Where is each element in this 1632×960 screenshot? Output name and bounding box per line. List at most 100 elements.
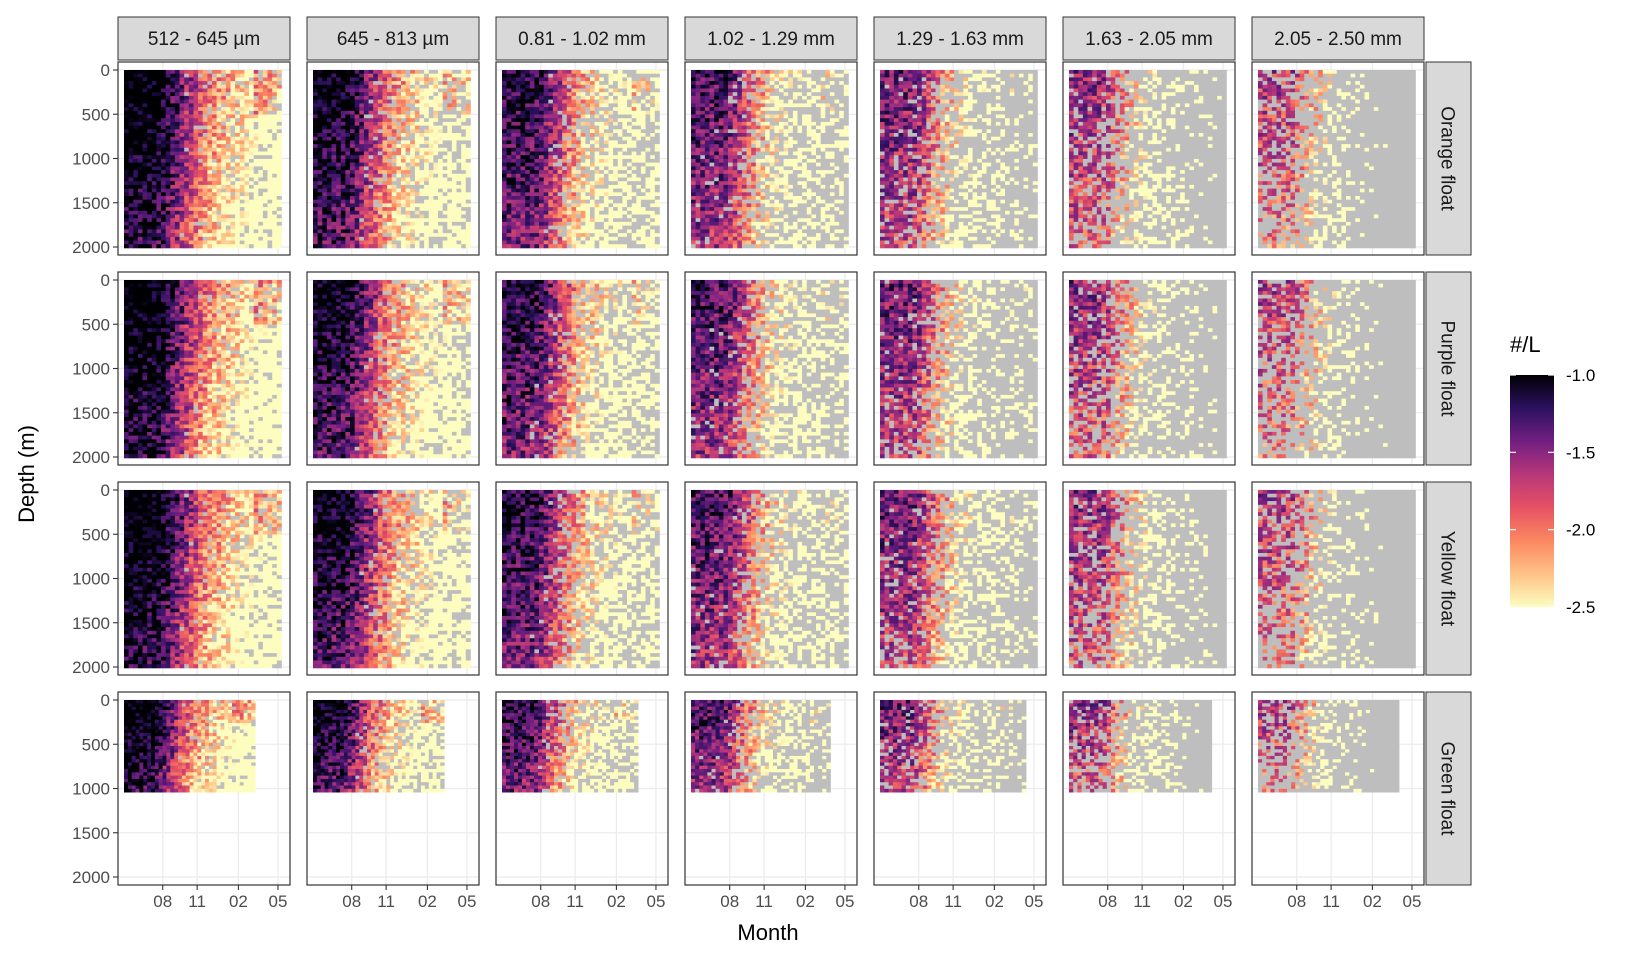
heat-cell xyxy=(457,192,462,196)
heat-cell xyxy=(364,89,369,93)
heat-cell xyxy=(359,196,364,200)
heat-cell xyxy=(277,241,282,245)
heat-cell xyxy=(189,166,194,170)
heat-cell xyxy=(226,107,231,111)
heat-cell xyxy=(129,244,134,248)
heat-cell xyxy=(558,218,563,222)
heat-cell xyxy=(226,70,231,74)
heat-cell xyxy=(355,170,360,174)
heat-cell xyxy=(217,137,222,141)
heat-cell xyxy=(359,244,364,248)
heat-cell xyxy=(268,207,273,211)
heat-cell xyxy=(516,144,521,148)
heat-cell xyxy=(175,92,180,96)
heat-cell xyxy=(410,222,415,226)
heat-cell xyxy=(226,203,231,207)
heat-cell xyxy=(443,159,448,163)
heat-cell xyxy=(562,211,567,215)
heat-cell xyxy=(226,92,231,96)
heat-cell xyxy=(313,70,318,74)
heat-cell xyxy=(461,77,466,81)
heat-cell xyxy=(452,189,457,193)
heat-cell xyxy=(511,107,516,111)
heat-cell xyxy=(189,100,194,104)
heat-cell xyxy=(424,170,429,174)
heat-cell xyxy=(576,126,581,130)
heat-cell xyxy=(184,129,189,133)
heat-cell xyxy=(585,118,590,122)
heat-cell xyxy=(268,140,273,144)
heat-cell xyxy=(133,129,138,133)
heat-cell xyxy=(240,218,245,222)
heat-cell xyxy=(378,218,383,222)
heat-cell xyxy=(170,133,175,137)
heat-cell xyxy=(461,140,466,144)
heat-cell xyxy=(438,118,443,122)
heat-cell xyxy=(590,181,595,185)
heat-cell xyxy=(502,126,507,130)
heat-cell xyxy=(318,152,323,156)
heat-cell xyxy=(194,200,199,204)
heat-cell xyxy=(318,92,323,96)
heat-cell xyxy=(396,107,401,111)
heat-cell xyxy=(180,133,185,137)
heat-cell xyxy=(277,229,282,233)
heat-cell xyxy=(336,118,341,122)
heat-cell xyxy=(415,226,420,230)
heat-cell xyxy=(364,70,369,74)
heat-cell xyxy=(443,233,448,237)
heat-cell xyxy=(217,111,222,115)
heat-cell xyxy=(170,148,175,152)
heat-cell xyxy=(452,70,457,74)
heat-cell xyxy=(572,144,577,148)
heat-cell xyxy=(424,196,429,200)
heat-cell xyxy=(217,215,222,219)
heat-cell xyxy=(318,163,323,167)
heat-cell xyxy=(161,107,166,111)
heat-cell xyxy=(410,70,415,74)
heat-cell xyxy=(350,77,355,81)
heat-cell xyxy=(447,137,452,141)
heat-cell xyxy=(410,181,415,185)
heat-cell xyxy=(392,133,397,137)
heat-cell xyxy=(143,155,148,159)
heat-cell xyxy=(558,226,563,230)
heat-cell xyxy=(184,203,189,207)
heat-cell xyxy=(254,122,259,126)
heat-cell xyxy=(502,203,507,207)
heat-cell xyxy=(466,189,471,193)
heat-cell xyxy=(424,200,429,204)
heat-cell xyxy=(268,122,273,126)
heat-cell xyxy=(521,166,526,170)
heat-cell xyxy=(364,152,369,156)
heat-cell xyxy=(387,229,392,233)
heat-cell xyxy=(203,155,208,159)
heat-cell xyxy=(194,178,199,182)
heat-cell xyxy=(369,77,374,81)
heat-cell xyxy=(189,155,194,159)
heat-cell xyxy=(530,148,535,152)
heat-cell xyxy=(604,77,609,81)
heat-cell xyxy=(511,70,516,74)
heat-cell xyxy=(443,166,448,170)
heat-cell xyxy=(244,189,249,193)
heat-cell xyxy=(572,70,577,74)
heat-cell xyxy=(544,192,549,196)
heat-cell xyxy=(129,85,134,89)
heat-cell xyxy=(378,207,383,211)
heat-cell xyxy=(378,144,383,148)
heat-cell xyxy=(184,152,189,156)
heat-cell xyxy=(562,226,567,230)
heat-cell xyxy=(511,185,516,189)
heat-cell xyxy=(378,215,383,219)
heat-cell xyxy=(129,81,134,85)
heat-cell xyxy=(507,129,512,133)
heat-cell xyxy=(447,133,452,137)
heat-cell xyxy=(327,89,332,93)
heat-cell xyxy=(392,107,397,111)
heat-cell xyxy=(558,133,563,137)
heat-cell xyxy=(558,200,563,204)
heat-cell xyxy=(152,203,157,207)
heat-cell xyxy=(161,226,166,230)
heat-cell xyxy=(590,163,595,167)
